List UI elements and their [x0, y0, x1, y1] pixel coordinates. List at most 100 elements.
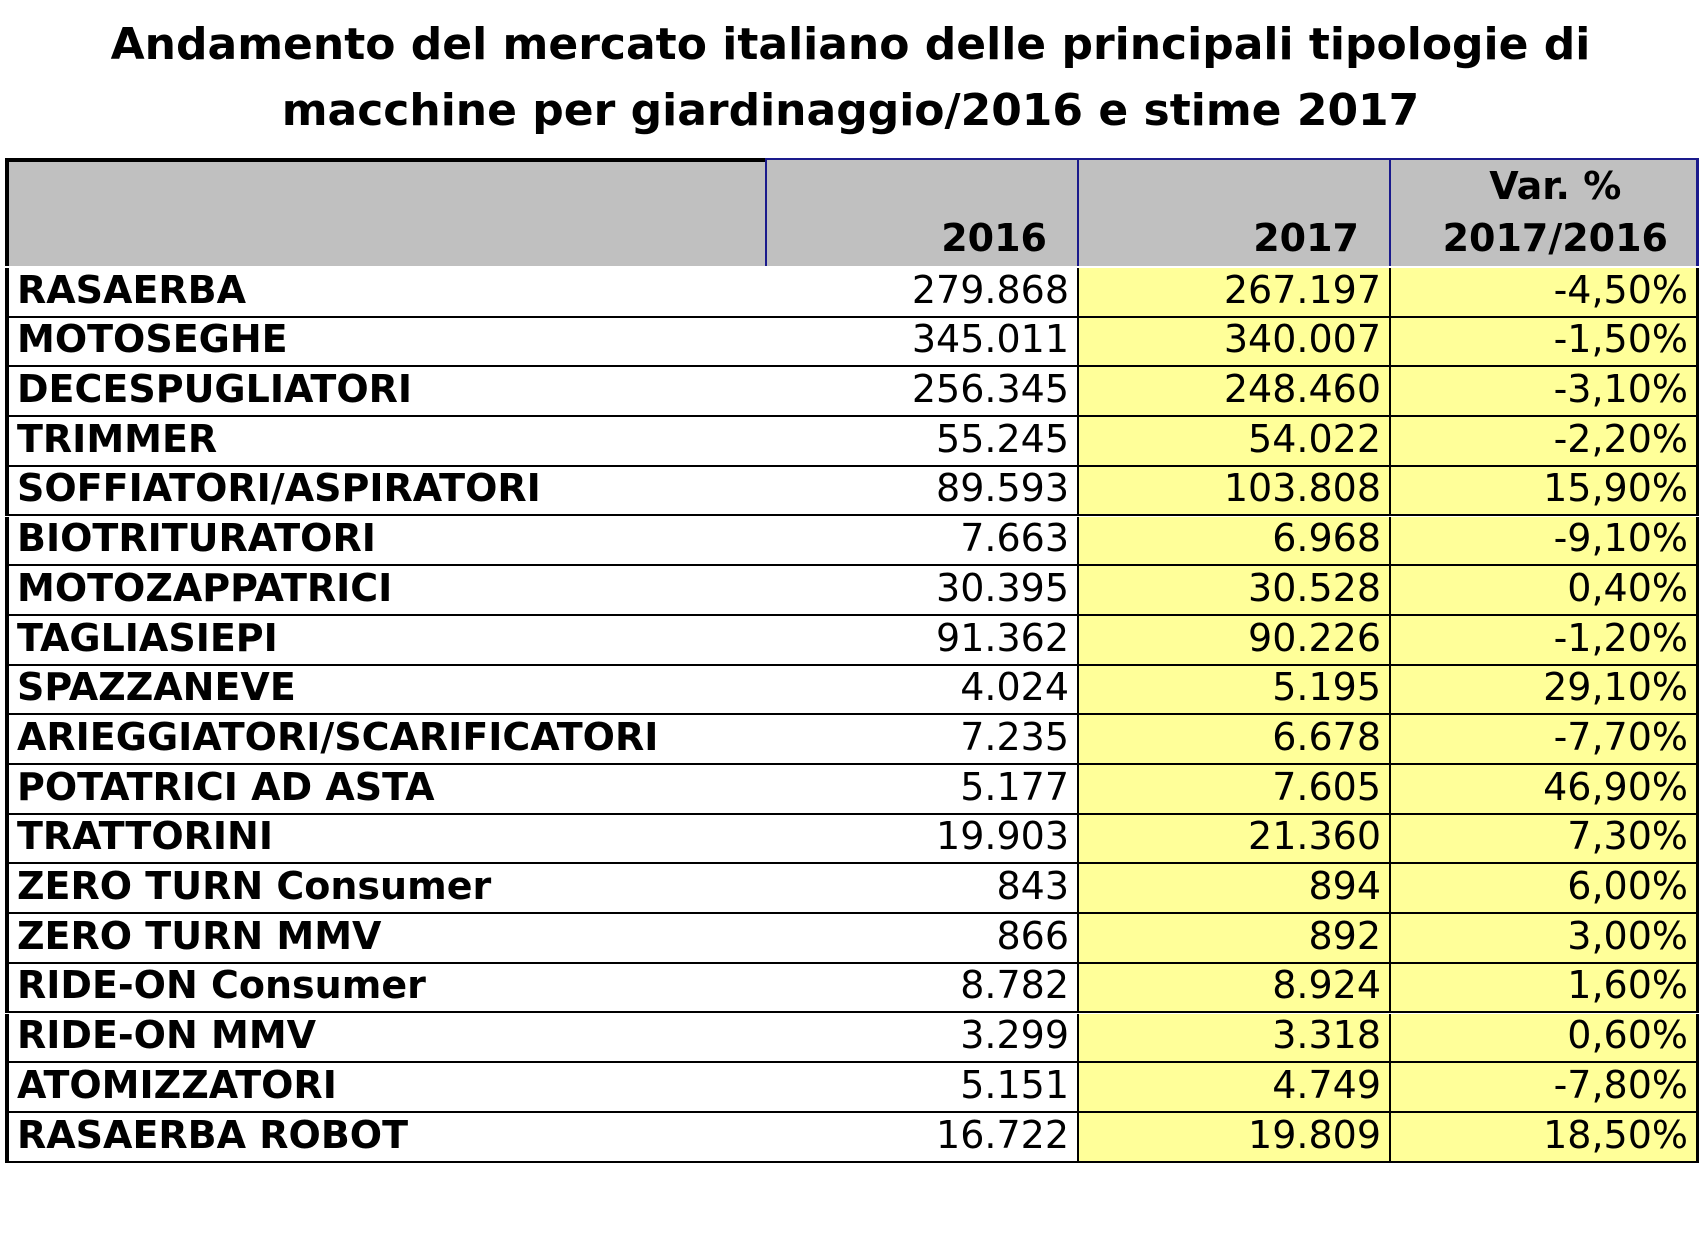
value-2017: 894 — [1308, 864, 1381, 909]
row-label-cell: BIOTRITURATORI — [5, 516, 765, 567]
variation-cell: 1,60% — [1391, 963, 1699, 1014]
variation-value: -3,10% — [1553, 367, 1688, 412]
value-2017: 30.528 — [1248, 565, 1381, 610]
table-row: TRIMMER 55.245 54.022 -2,20% — [5, 417, 1699, 467]
row-label-cell: RASAERBA — [5, 268, 765, 318]
value-2016-cell: 5.151 — [765, 1063, 1079, 1113]
table-header-row: 2016 2017 Var. % 2017/2016 — [5, 158, 1699, 266]
header-label-2016: 2016 — [941, 216, 1047, 260]
value-2017-cell: 340.007 — [1079, 317, 1391, 368]
value-2017: 267.197 — [1223, 267, 1381, 312]
row-label: MOTOZAPPATRICI — [17, 565, 393, 610]
variation-cell: -1,50% — [1391, 317, 1699, 368]
table-row: TRATTORINI 19.903 21.360 7,30% — [5, 814, 1699, 865]
value-2017: 340.007 — [1223, 317, 1381, 362]
variation-value: -1,20% — [1553, 615, 1688, 660]
row-label-cell: SPAZZANEVE — [5, 665, 765, 716]
row-label: RIDE-ON MMV — [17, 1013, 317, 1058]
value-2017-cell: 103.808 — [1079, 466, 1391, 517]
row-label: ZERO TURN Consumer — [17, 864, 492, 909]
value-2017: 21.360 — [1248, 814, 1381, 859]
row-label: BIOTRITURATORI — [17, 516, 376, 561]
variation-value: 15,90% — [1543, 466, 1688, 511]
variation-value: 3,00% — [1567, 913, 1688, 958]
table-row: SOFFIATORI/ASPIRATORI 89.593 103.808 15,90% — [5, 466, 1699, 517]
header-variation-line-2: 2017/2016 — [1442, 216, 1668, 260]
header-cell-2017: 2017 — [1079, 158, 1391, 266]
value-2017-cell: 248.460 — [1079, 367, 1391, 418]
value-2016-cell: 345.011 — [765, 317, 1079, 368]
value-2017: 6.678 — [1272, 714, 1381, 759]
variation-value: -7,80% — [1553, 1062, 1688, 1107]
value-2016: 7.235 — [960, 714, 1069, 759]
value-2016: 4.024 — [960, 665, 1069, 710]
value-2017-cell: 5.195 — [1079, 665, 1391, 716]
variation-cell: 6,00% — [1391, 864, 1699, 915]
variation-cell: -3,10% — [1391, 367, 1699, 418]
variation-value: 7,30% — [1567, 814, 1688, 859]
variation-value: 46,90% — [1543, 764, 1688, 809]
variation-cell: -1,20% — [1391, 616, 1699, 666]
variation-cell: 18,50% — [1391, 1113, 1699, 1163]
value-2017: 7.605 — [1272, 764, 1381, 809]
value-2016: 843 — [996, 864, 1069, 909]
value-2016-cell: 4.024 — [765, 665, 1079, 716]
row-label-cell: TRIMMER — [5, 417, 765, 467]
value-2017-cell: 54.022 — [1079, 417, 1391, 467]
row-label-cell: ZERO TURN MMV — [5, 914, 765, 964]
row-label: SOFFIATORI/ASPIRATORI — [17, 466, 541, 511]
value-2016-cell: 8.782 — [765, 963, 1079, 1014]
table-row: RASAERBA 279.868 267.197 -4,50% — [5, 268, 1699, 318]
table-row: ATOMIZZATORI 5.151 4.749 -7,80% — [5, 1063, 1699, 1113]
value-2016-cell: 7.235 — [765, 715, 1079, 765]
value-2017: 103.808 — [1223, 466, 1381, 511]
value-2017: 6.968 — [1272, 516, 1381, 561]
row-label-cell: DECESPUGLIATORI — [5, 367, 765, 418]
variation-cell: 29,10% — [1391, 665, 1699, 716]
row-label: ZERO TURN MMV — [17, 913, 382, 958]
value-2016: 3.299 — [960, 1013, 1069, 1058]
variation-cell: -2,20% — [1391, 417, 1699, 467]
value-2017: 54.022 — [1248, 416, 1381, 461]
table-row: RIDE-ON Consumer 8.782 8.924 1,60% — [5, 963, 1699, 1014]
value-2016: 91.362 — [936, 615, 1069, 660]
variation-value: 1,60% — [1567, 963, 1688, 1008]
value-2017: 90.226 — [1248, 615, 1381, 660]
row-label-cell: TAGLIASIEPI — [5, 616, 765, 666]
value-2016: 30.395 — [936, 565, 1069, 610]
row-label: SPAZZANEVE — [17, 665, 296, 710]
value-2017-cell: 6.678 — [1079, 715, 1391, 765]
table-row: TAGLIASIEPI 91.362 90.226 -1,20% — [5, 616, 1699, 666]
table-row: MOTOZAPPATRICI 30.395 30.528 0,40% — [5, 566, 1699, 616]
value-2017-cell: 6.968 — [1079, 516, 1391, 567]
value-2016-cell: 19.903 — [765, 814, 1079, 865]
chart-title: Andamento del mercato italiano delle pri… — [0, 12, 1701, 144]
variation-value: 29,10% — [1543, 665, 1688, 710]
value-2017: 248.460 — [1223, 367, 1381, 412]
market-table: 2016 2017 Var. % 2017/2016 RASAERBA 279.8… — [5, 158, 1699, 1241]
value-2017-cell: 892 — [1079, 914, 1391, 964]
value-2016-cell: 89.593 — [765, 466, 1079, 517]
variation-cell: 15,90% — [1391, 466, 1699, 517]
table-row: ZERO TURN Consumer 843 894 6,00% — [5, 864, 1699, 915]
row-label: TRATTORINI — [17, 814, 273, 859]
chart-title-line-1: Andamento del mercato italiano delle pri… — [110, 19, 1591, 70]
value-2016: 5.177 — [960, 764, 1069, 809]
row-label: POTATRICI AD ASTA — [17, 764, 435, 809]
variation-value: -9,10% — [1553, 516, 1688, 561]
table-row: POTATRICI AD ASTA 5.177 7.605 46,90% — [5, 765, 1699, 815]
variation-cell: -7,80% — [1391, 1063, 1699, 1113]
row-label-cell: POTATRICI AD ASTA — [5, 765, 765, 815]
table-row: ARIEGGIATORI/SCARIFICATORI 7.235 6.678 -7,7… — [5, 715, 1699, 765]
variation-value: -4,50% — [1553, 267, 1688, 312]
value-2016: 19.903 — [936, 814, 1069, 859]
value-2017-cell: 8.924 — [1079, 963, 1391, 1014]
row-label-cell: MOTOSEGHE — [5, 317, 765, 368]
table-row: BIOTRITURATORI 7.663 6.968 -9,10% — [5, 516, 1699, 567]
value-2016-cell: 16.722 — [765, 1113, 1079, 1163]
value-2016: 8.782 — [960, 963, 1069, 1008]
header-cell-category — [5, 158, 765, 266]
chart-title-line-2: macchine per giardinaggio/2016 e stime 2… — [281, 85, 1420, 136]
value-2017: 8.924 — [1272, 963, 1381, 1008]
variation-value: 0,60% — [1567, 1013, 1688, 1058]
